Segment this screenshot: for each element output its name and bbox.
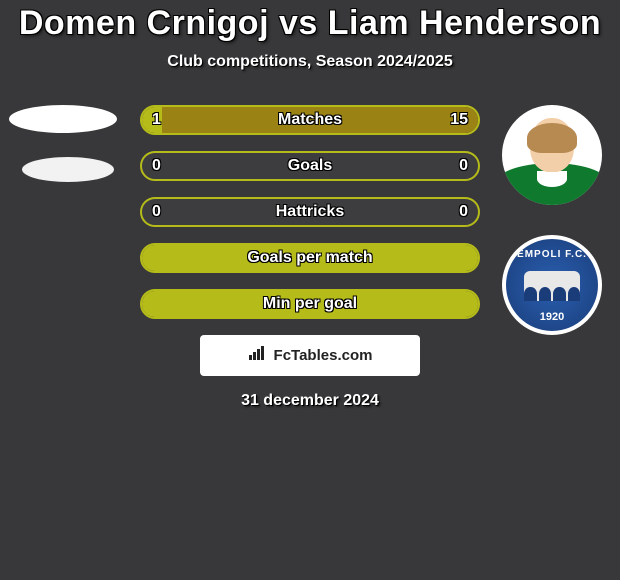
player-collar (537, 171, 567, 187)
badge-arches (524, 287, 580, 301)
watermark-text: FcTables.com (274, 347, 373, 364)
chart-icon (248, 345, 268, 365)
stat-label: Goals (142, 153, 478, 179)
stat-row: Min per goal (140, 289, 480, 319)
left-avatars (8, 105, 118, 182)
player-hair (527, 123, 577, 153)
badge-name: EMPOLI F.C. (506, 249, 598, 260)
right-avatars: EMPOLI F.C. 1920 (502, 105, 602, 335)
watermark: FcTables.com (200, 335, 420, 376)
stat-label: Hattricks (142, 199, 478, 225)
stat-label: Min per goal (142, 291, 478, 317)
root: Domen Crnigoj vs Liam Henderson Club com… (0, 0, 620, 410)
left-avatar-placeholder-1 (9, 105, 117, 133)
date-label: 31 december 2024 (0, 392, 620, 410)
club-badge: EMPOLI F.C. 1920 (502, 235, 602, 335)
comparison-panel: EMPOLI F.C. 1920 115Matches 00Goals 00Hatt… (0, 105, 620, 410)
subtitle: Club competitions, Season 2024/2025 (0, 53, 620, 71)
stat-label: Goals per match (142, 245, 478, 271)
stat-row: 00Goals (140, 151, 480, 181)
left-avatar-placeholder-2 (22, 157, 114, 182)
stat-label: Matches (142, 107, 478, 133)
page-title: Domen Crnigoj vs Liam Henderson (0, 4, 620, 43)
stat-bars: 115Matches 00Goals 00Hattricks Goals per ma… (140, 105, 480, 319)
player-avatar (502, 105, 602, 205)
badge-year: 1920 (506, 311, 598, 323)
stat-row: Goals per match (140, 243, 480, 273)
stat-row: 115Matches (140, 105, 480, 135)
stat-row: 00Hattricks (140, 197, 480, 227)
